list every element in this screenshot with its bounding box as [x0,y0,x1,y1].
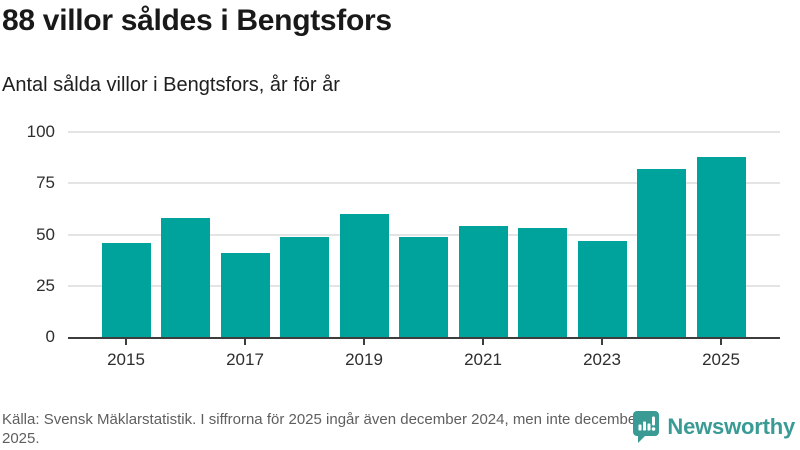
x-axis-label-2021: 2021 [464,350,502,369]
bar-2015 [101,242,151,337]
x-axis-label-2023: 2023 [583,350,621,369]
x-axis-tick-2019 [363,339,365,345]
bar-2022 [518,228,567,337]
y-axis-label-50: 50 [36,224,55,244]
x-axis-tick-2021 [482,339,484,345]
y-axis-label-25: 25 [36,275,55,295]
bar-2019 [339,214,389,337]
x-axis-tick-2017 [244,339,246,345]
bar-2018 [280,236,329,337]
bar-2020 [399,236,448,337]
bar-2023 [577,240,627,337]
chart-title: 88 villor såldes i Bengtsfors [2,4,392,37]
newsworthy-logo-text: Newsworthy [667,414,795,439]
bar-2024 [637,168,686,337]
y-axis-label-75: 75 [36,173,55,193]
x-axis-tick-2015 [125,339,127,345]
gridline-100 [68,131,780,134]
plot-area [68,131,780,339]
x-axis-label-2015: 2015 [107,350,145,369]
bar-2025 [696,156,746,337]
x-axis-label-2025: 2025 [702,350,740,369]
gridline-50 [68,233,780,236]
bar-2021 [458,226,508,337]
x-axis-tick-2023 [601,339,603,345]
bar-2016 [161,218,210,337]
y-axis-label-0: 0 [45,327,55,346]
x-axis-label-2017: 2017 [226,350,264,369]
x-axis-tick-2025 [720,339,722,345]
chart-subtitle: Antal sålda villor i Bengtsfors, år för … [2,74,340,96]
source-note: Källa: Svensk Mäklarstatistik. I siffror… [2,411,642,447]
y-axis-label-100: 100 [26,122,55,141]
newsworthy-logo-icon [633,411,660,443]
x-axis-label-2019: 2019 [345,350,383,369]
bar-2017 [220,252,270,337]
newsworthy-logo: Newsworthy [632,409,795,445]
gridline-75 [68,182,780,185]
